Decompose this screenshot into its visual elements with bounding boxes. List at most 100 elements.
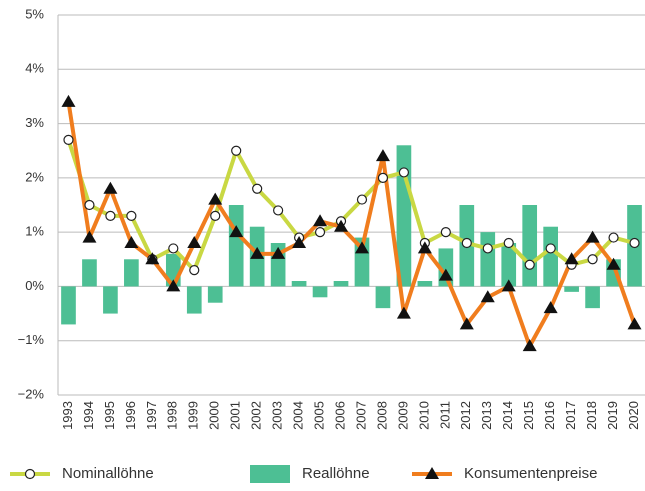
marker [126, 210, 137, 221]
marker [417, 241, 432, 254]
marker [208, 192, 223, 205]
marker [543, 301, 558, 314]
line [66, 101, 637, 349]
marker [396, 306, 411, 319]
x-tick-label: 2003 [270, 401, 285, 430]
bar [186, 286, 202, 314]
marker [63, 134, 74, 145]
marker [271, 246, 286, 259]
marker [440, 227, 451, 238]
legend-label: Nominallöhne [62, 465, 154, 482]
x-tick-label: 2013 [479, 401, 494, 430]
marker [524, 259, 535, 270]
marker [105, 210, 116, 221]
marker [398, 167, 410, 178]
x-tick-label: 2017 [563, 401, 578, 430]
bar [82, 259, 97, 287]
marker [103, 181, 118, 194]
marker [273, 205, 284, 216]
marker [210, 210, 221, 221]
x-tick-label: 2018 [584, 401, 599, 430]
x-tick-label: 2014 [500, 401, 515, 430]
bar [375, 286, 391, 309]
marker [629, 237, 640, 249]
x-tick-label: 1996 [123, 401, 138, 430]
x-tick-label: 2001 [228, 401, 243, 430]
x-tick-label: 2011 [437, 401, 452, 429]
marker [501, 279, 516, 292]
marker [145, 252, 160, 265]
bar [480, 232, 496, 287]
x-tick-label: 2006 [332, 401, 347, 430]
bar [501, 243, 517, 287]
bar [543, 226, 558, 287]
x-tick-label: 2019 [605, 401, 620, 430]
bar [417, 281, 433, 287]
marker [459, 317, 474, 330]
marker [334, 219, 349, 232]
marker [482, 243, 493, 254]
marker [356, 194, 368, 205]
x-tick-label: 2009 [395, 401, 410, 430]
bar [312, 286, 328, 298]
marker [564, 252, 579, 265]
marker [587, 254, 598, 265]
legend-marker [24, 468, 36, 480]
x-tick-label: 2016 [542, 401, 557, 430]
marker [84, 199, 95, 211]
bar [228, 205, 244, 287]
x-tick-label: 2020 [626, 401, 641, 430]
marker [377, 172, 389, 183]
legend-label: Reallöhne [302, 465, 370, 482]
bar [61, 286, 76, 325]
marker [124, 236, 139, 248]
x-tick-label: 2002 [249, 401, 264, 430]
bar [124, 259, 139, 287]
marker [313, 214, 328, 227]
marker [314, 227, 326, 238]
bar [103, 286, 118, 314]
marker [166, 279, 181, 292]
x-tick-label: 1997 [144, 401, 159, 430]
marker [461, 237, 472, 249]
x-tick-label: 2004 [291, 401, 306, 430]
marker [250, 246, 265, 259]
legend-marker [425, 467, 439, 479]
bar [207, 286, 223, 303]
marker [187, 236, 202, 248]
marker [545, 243, 556, 254]
x-tick-label: 2000 [207, 401, 222, 430]
marker [608, 232, 619, 243]
y-tick-label: −2% [18, 386, 45, 401]
bar [585, 286, 600, 309]
marker [252, 183, 263, 194]
bar [522, 205, 538, 287]
marker [480, 290, 495, 303]
marker [61, 94, 76, 107]
y-tick-label: 5% [25, 6, 44, 21]
marker [503, 237, 514, 249]
x-tick-label: 1999 [186, 401, 201, 430]
marker [438, 268, 453, 281]
x-tick-label: 2007 [353, 401, 368, 430]
marker [189, 265, 200, 276]
x-tick-label: 1995 [102, 401, 117, 430]
bar [564, 286, 579, 292]
line [66, 139, 636, 273]
y-tick-label: 0% [25, 278, 44, 293]
marker [354, 241, 369, 254]
bar [333, 281, 349, 287]
x-tick-label: 2010 [416, 401, 431, 430]
y-tick-label: 1% [25, 224, 44, 239]
x-tick-label: 2012 [458, 401, 473, 430]
marker [292, 236, 307, 248]
x-tick-label: 1994 [81, 401, 96, 430]
marker [522, 339, 537, 352]
marker [606, 257, 621, 270]
x-tick-label: 1993 [60, 401, 75, 430]
marker [231, 145, 242, 156]
marker [82, 230, 97, 243]
marker [229, 225, 244, 238]
y-tick-label: 2% [25, 169, 44, 184]
